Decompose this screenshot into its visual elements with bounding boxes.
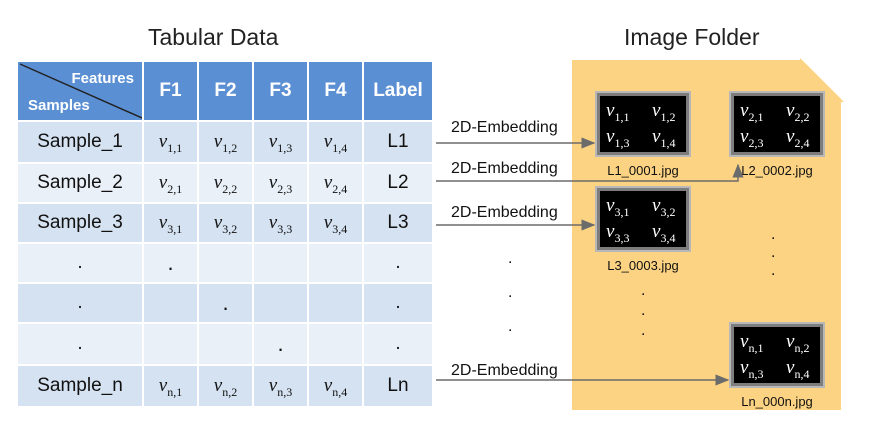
sample-cell: Sample_1 xyxy=(18,122,142,162)
feature-cell: v2,1 xyxy=(144,164,197,202)
sample-cell: . xyxy=(18,284,142,322)
tile-value: v2,2 xyxy=(786,100,810,124)
folder-corner-fold xyxy=(800,58,844,102)
continuation-dot: . xyxy=(771,226,776,243)
feature-cell xyxy=(144,324,197,364)
tile-value: v2,4 xyxy=(786,126,810,150)
feature-cell: vn,1 xyxy=(144,366,197,406)
label-cell: Ln xyxy=(364,366,432,406)
tile-value: v3,4 xyxy=(652,221,676,245)
sample-cell: Sample_2 xyxy=(18,164,142,202)
feature-cell xyxy=(254,284,307,322)
label-cell: . xyxy=(364,244,432,282)
header-f1: F1 xyxy=(144,62,197,120)
continuation-dot: . xyxy=(508,318,513,335)
tile-value: v1,1 xyxy=(606,100,630,124)
embedding-label: 2D-Embedding xyxy=(451,362,558,379)
header-label: Label xyxy=(364,62,432,120)
feature-cell: v2,3 xyxy=(254,164,307,202)
embedded-image-tile: vn,1 vn,2 vn,3 vn,4 xyxy=(729,322,825,388)
label-cell: . xyxy=(364,284,432,322)
feature-cell: . xyxy=(144,244,197,282)
feature-cell xyxy=(199,324,252,364)
continuation-dot: . xyxy=(508,284,513,301)
feature-cell: v3,4 xyxy=(309,204,362,242)
feature-cell: v2,4 xyxy=(309,164,362,202)
tile-value: v1,4 xyxy=(652,126,676,150)
feature-cell xyxy=(309,244,362,282)
continuation-dot: . xyxy=(641,302,646,319)
sample-cell: Sample_3 xyxy=(18,204,142,242)
sample-cell: . xyxy=(18,244,142,282)
embedding-arrow xyxy=(436,163,744,182)
feature-cell xyxy=(309,284,362,322)
tile-value: v3,3 xyxy=(606,221,630,245)
header-f3: F3 xyxy=(254,62,307,120)
continuation-dot: . xyxy=(771,244,776,261)
header-f4: F4 xyxy=(309,62,362,120)
header-f2: F2 xyxy=(199,62,252,120)
feature-cell: v3,1 xyxy=(144,204,197,242)
embedding-label: 2D-Embedding xyxy=(451,204,558,221)
tile-value: vn,1 xyxy=(740,331,764,355)
embedded-image-tile: v1,1 v1,2 v1,3 v1,4 xyxy=(595,91,691,157)
label-cell: L2 xyxy=(364,164,432,202)
tile-value: vn,2 xyxy=(786,331,810,355)
image-filename: L2_0002.jpg xyxy=(741,163,813,178)
image-folder-title: Image Folder xyxy=(624,24,760,50)
label-cell: L1 xyxy=(364,122,432,162)
feature-cell xyxy=(254,244,307,282)
tile-value: v1,3 xyxy=(606,126,630,150)
embedding-label: 2D-Embedding xyxy=(451,119,558,136)
embedding-label: 2D-Embedding xyxy=(451,160,558,177)
embedded-image-tile: v2,1 v2,2 v2,3 v2,4 xyxy=(729,91,825,157)
feature-cell: v1,1 xyxy=(144,122,197,162)
feature-cell: vn,3 xyxy=(254,366,307,406)
tabular-data-title: Tabular Data xyxy=(148,24,279,50)
feature-cell: v3,2 xyxy=(199,204,252,242)
tile-value: v1,2 xyxy=(652,100,676,124)
feature-cell: . xyxy=(254,324,307,364)
image-filename: L1_0001.jpg xyxy=(607,163,679,178)
embedded-image-tile: v3,1 v3,2 v3,3 v3,4 xyxy=(595,186,691,252)
tile-value: v3,1 xyxy=(606,195,630,219)
label-cell: L3 xyxy=(364,204,432,242)
continuation-dot: . xyxy=(641,282,646,299)
continuation-dot: . xyxy=(641,322,646,339)
tile-value: vn,4 xyxy=(786,357,810,381)
sample-cell: Sample_n xyxy=(18,366,142,406)
feature-cell: v2,2 xyxy=(199,164,252,202)
feature-cell: vn,4 xyxy=(309,366,362,406)
feature-cell: v1,2 xyxy=(199,122,252,162)
corner-features-label: Features xyxy=(71,70,134,87)
feature-cell: v3,3 xyxy=(254,204,307,242)
label-cell: . xyxy=(364,324,432,364)
feature-cell: . xyxy=(199,284,252,322)
sample-cell: . xyxy=(18,324,142,364)
feature-cell: v1,3 xyxy=(254,122,307,162)
feature-cell: vn,2 xyxy=(199,366,252,406)
tile-value: v3,2 xyxy=(652,195,676,219)
corner-samples-label: Samples xyxy=(28,97,90,114)
tile-value: v2,1 xyxy=(740,100,764,124)
tile-value: vn,3 xyxy=(740,357,764,381)
feature-cell xyxy=(309,324,362,364)
continuation-dot: . xyxy=(771,262,776,279)
tile-value: v2,3 xyxy=(740,126,764,150)
feature-cell xyxy=(144,284,197,322)
table-corner-header: Features Samples xyxy=(18,62,142,120)
feature-cell xyxy=(199,244,252,282)
image-filename: L3_0003.jpg xyxy=(607,258,679,273)
continuation-dot: . xyxy=(508,250,513,267)
feature-cell: v1,4 xyxy=(309,122,362,162)
image-filename: Ln_000n.jpg xyxy=(741,394,813,409)
